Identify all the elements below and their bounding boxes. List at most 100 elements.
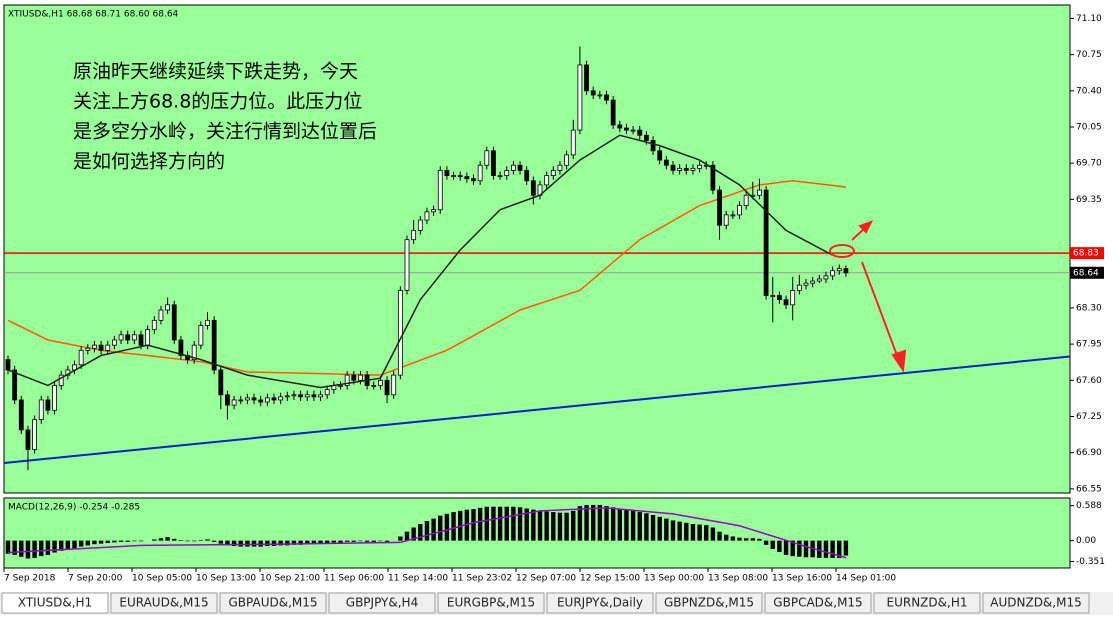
tab[interactable] [546,592,654,614]
candle-body [796,284,802,291]
macd-bar [577,506,583,541]
macd-bar [318,540,323,544]
macd-bar [664,518,669,541]
candle-body [52,385,57,411]
candle-body [737,205,742,216]
candle-body [663,159,669,166]
tab[interactable] [437,592,545,614]
candle-body [590,90,596,96]
tab-label[interactable]: GBPJPY&,H4 [346,596,418,610]
candle-body [125,334,131,341]
tab-label[interactable]: EURJPY&,Daily [557,596,643,610]
price-level-label: 68.83 [1073,249,1099,259]
candle-body [650,140,656,152]
tab-label[interactable]: GBPCAD&,M15 [773,596,862,610]
candle-body [338,385,343,387]
macd-bar [45,540,51,555]
tab[interactable] [873,592,981,614]
macd-bar [384,540,390,542]
candle-body [497,175,503,177]
price-level-label: 68.64 [1073,268,1099,278]
macd-bar [704,525,709,541]
tab[interactable] [982,592,1090,614]
candle-body [677,167,683,171]
macd-bar [231,540,237,546]
candle-body [597,94,603,97]
candle-body [138,334,144,346]
main-panel [3,4,1071,494]
tab[interactable] [328,592,436,614]
arrow-up-head [858,220,874,234]
macd-bar [743,538,749,541]
macd-bar [657,516,662,541]
macd-bar [517,507,523,541]
macd-bar [25,540,31,559]
price-level-box [1070,247,1104,260]
tab-label[interactable]: GBPAUD&,M15 [228,596,317,610]
annotation-line: 原油昨天继续延续下跌走势，今天 [73,61,358,83]
candle-body [151,319,157,331]
candle-body [5,359,11,371]
arrows [851,220,907,373]
macd-bar [358,540,363,542]
candle-body [803,282,809,286]
candle-body [584,64,589,92]
tab[interactable] [655,592,763,614]
y-tick-label: 71.10 [1076,14,1102,24]
highlight-ellipse [829,244,855,258]
candle-body [510,164,516,171]
tab[interactable] [110,592,218,614]
macd-bar [39,540,44,557]
macd-bar [92,540,97,545]
candle-body [278,396,284,401]
tab[interactable] [1,592,109,614]
candle-body [617,124,623,129]
macd-bar [757,538,762,541]
candle-body [710,164,716,191]
candle-body [391,374,397,396]
candle-body [783,299,789,306]
tab-label[interactable]: XTIUSD&,H1 [18,596,92,610]
x-tick-label: 12 Sep 07:00 [516,574,576,584]
macd-bar [697,524,702,541]
macd-bar [644,513,649,541]
candle-body [477,164,483,182]
tab[interactable] [764,592,872,614]
candle-body [304,394,310,398]
macd-bar [32,540,37,558]
macd-bar [305,540,310,545]
macd-bar [803,540,809,558]
macd-bar [398,536,403,541]
macd-bar [411,527,416,541]
macd-bar [597,504,603,541]
candle-body [231,399,237,406]
macd-bar [717,531,722,541]
macd-bar [78,540,84,547]
tab-label[interactable]: GBPNZD&,M15 [664,596,754,610]
macd-bar [497,506,503,541]
tab[interactable] [219,592,327,614]
macd-bar [52,540,57,553]
candle-body [790,289,796,306]
candle-body [264,397,270,403]
candle-body [830,270,835,277]
macd-bar [132,540,137,542]
tab-label[interactable]: AUDNZD&,M15 [990,596,1081,610]
macd-bar [211,540,217,542]
candle-body [757,189,762,196]
candle-body [244,397,250,401]
macd-bar [630,510,636,541]
macd-bar [817,540,822,558]
macd-bar [325,540,330,544]
macd-bar [730,536,736,541]
arrow-down-head [891,349,907,373]
candle-body [743,194,749,206]
candle-body [291,394,297,397]
indicator-label: MACD(12,26,9) -0.254 -0.285 [8,503,140,513]
tab-label[interactable]: EURAUD&,M15 [119,596,208,610]
tab-label[interactable]: EURNZD&,H1 [887,596,968,610]
candle-body [205,319,210,326]
tab-label[interactable]: EURGBP&,M15 [447,596,535,610]
